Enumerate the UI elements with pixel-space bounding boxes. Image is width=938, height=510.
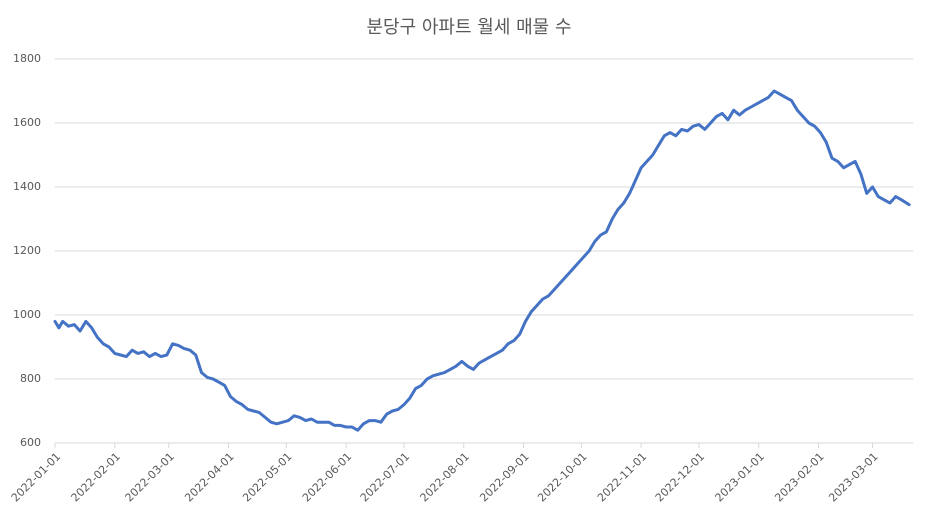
chart-title: 분당구 아파트 월세 매물 수 (366, 17, 571, 38)
y-tick-label: 1600 (13, 116, 41, 129)
y-tick-label: 1200 (13, 244, 41, 257)
y-tick-label: 600 (20, 436, 41, 449)
y-tick-label: 800 (20, 372, 41, 385)
y-tick-label: 1400 (13, 180, 41, 193)
y-tick-label: 1800 (13, 52, 41, 65)
data-line (53, 89, 911, 432)
y-tick-label: 1000 (13, 308, 41, 321)
